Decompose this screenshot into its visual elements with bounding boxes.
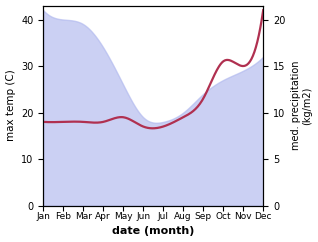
Y-axis label: max temp (C): max temp (C) bbox=[5, 70, 16, 142]
Y-axis label: med. precipitation
(kg/m2): med. precipitation (kg/m2) bbox=[291, 61, 313, 150]
X-axis label: date (month): date (month) bbox=[112, 227, 194, 236]
